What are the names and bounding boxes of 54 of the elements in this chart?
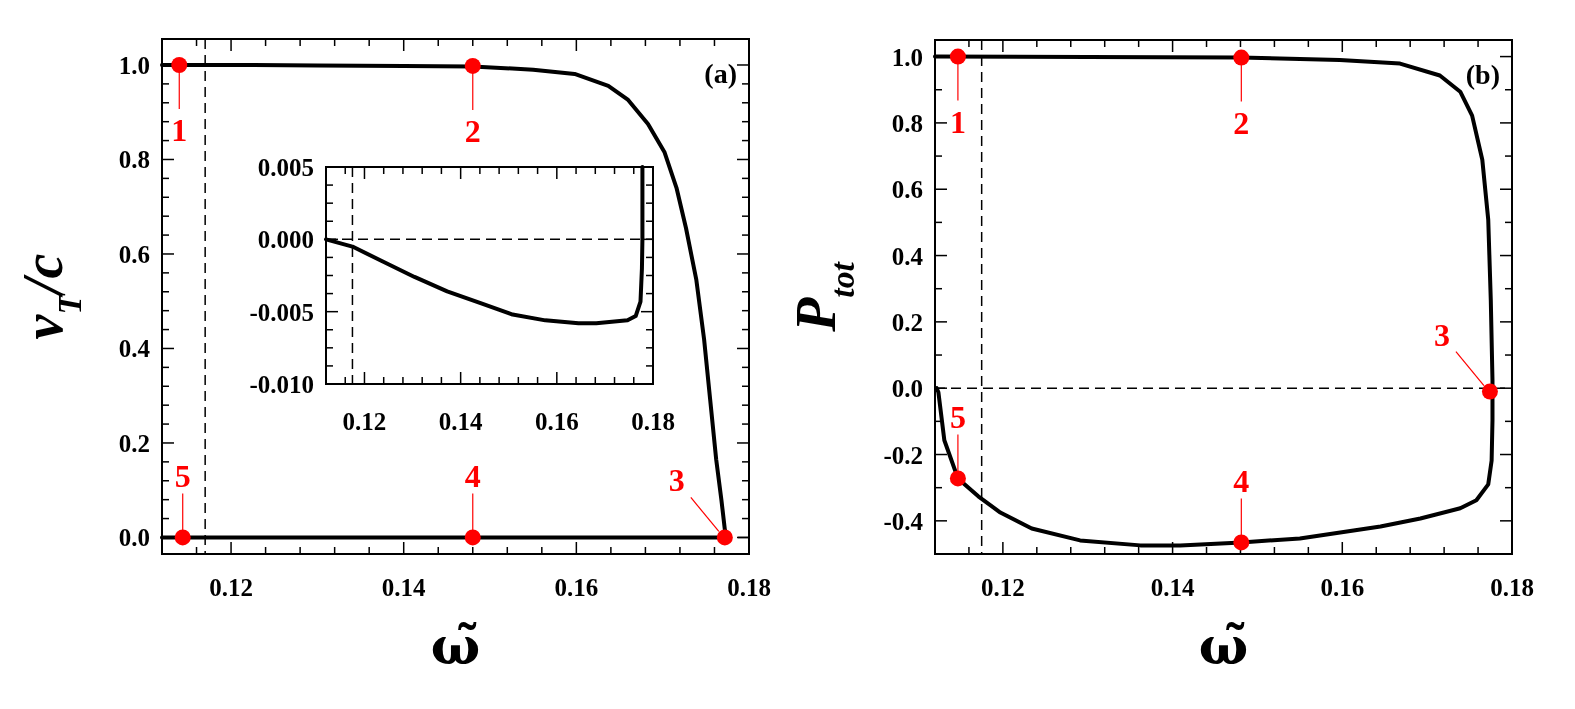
annotation: 5 <box>174 458 191 495</box>
point <box>1481 383 1498 400</box>
annotation: 3 <box>1433 316 1450 353</box>
x-tick-label: 0.18 <box>631 408 675 435</box>
x-tick-label: 0.14 <box>438 408 484 435</box>
y-tick-label: 0.0 <box>118 524 150 552</box>
x-tick-label: 0.16 <box>554 574 599 601</box>
x-axis-title: ω̃ <box>430 615 481 676</box>
x-tick-label: 0.18 <box>727 574 771 601</box>
y-tick-label: 1.0 <box>118 51 150 79</box>
y-tick-label: -0.2 <box>883 441 923 469</box>
y-tick-label: 0.2 <box>118 429 150 457</box>
x-tick-label: 0.12 <box>981 574 1025 601</box>
point <box>1233 534 1250 551</box>
annotation: 2 <box>464 112 481 149</box>
point <box>171 56 188 73</box>
annotation: 3 <box>668 462 685 499</box>
x-tick-label: 0.14 <box>381 574 427 601</box>
x-tick-label: 0.12 <box>342 408 387 435</box>
y-tick-label: -0.4 <box>883 507 924 535</box>
y-tick-label: 0.005 <box>257 154 314 181</box>
y-tick-label: -0.005 <box>249 298 314 326</box>
x-tick-label: 0.18 <box>1490 574 1534 601</box>
point <box>716 529 733 546</box>
x-tick-label: 0.12 <box>209 574 253 601</box>
annotation: (b) <box>1465 59 1500 90</box>
y-tick-label: 0.4 <box>891 242 924 270</box>
point <box>1233 49 1250 66</box>
y-tick-label: 0.000 <box>257 226 314 254</box>
y-tick-label: 0.6 <box>118 240 150 268</box>
annotation: 4 <box>464 458 481 495</box>
y-tick-label: -0.010 <box>249 371 314 398</box>
x-tick-label: 0.16 <box>534 408 579 435</box>
y-tick-label: 0.2 <box>891 308 923 336</box>
point <box>949 48 966 65</box>
annotation: 4 <box>1233 463 1250 500</box>
y-tick-label: 0.4 <box>118 335 151 363</box>
y-tick-label: 0.8 <box>891 109 923 137</box>
x-tick-label: 0.14 <box>1150 574 1195 601</box>
point <box>464 529 481 546</box>
point <box>174 529 191 546</box>
point <box>464 57 481 74</box>
annotation: 1 <box>949 103 966 140</box>
y-tick-label: 1.0 <box>891 43 923 71</box>
y-tick-label: 0.0 <box>891 375 923 403</box>
x-axis-title: ω̃ <box>1198 615 1249 676</box>
x-tick-label: 0.16 <box>1320 574 1365 601</box>
annotation: 2 <box>1233 104 1250 141</box>
y-tick-label: 0.8 <box>118 146 150 174</box>
annotation: 1 <box>171 111 188 148</box>
annotation: (a) <box>704 58 737 89</box>
point <box>949 470 966 487</box>
y-tick-label: 0.6 <box>891 176 923 204</box>
annotation: 5 <box>949 399 966 436</box>
